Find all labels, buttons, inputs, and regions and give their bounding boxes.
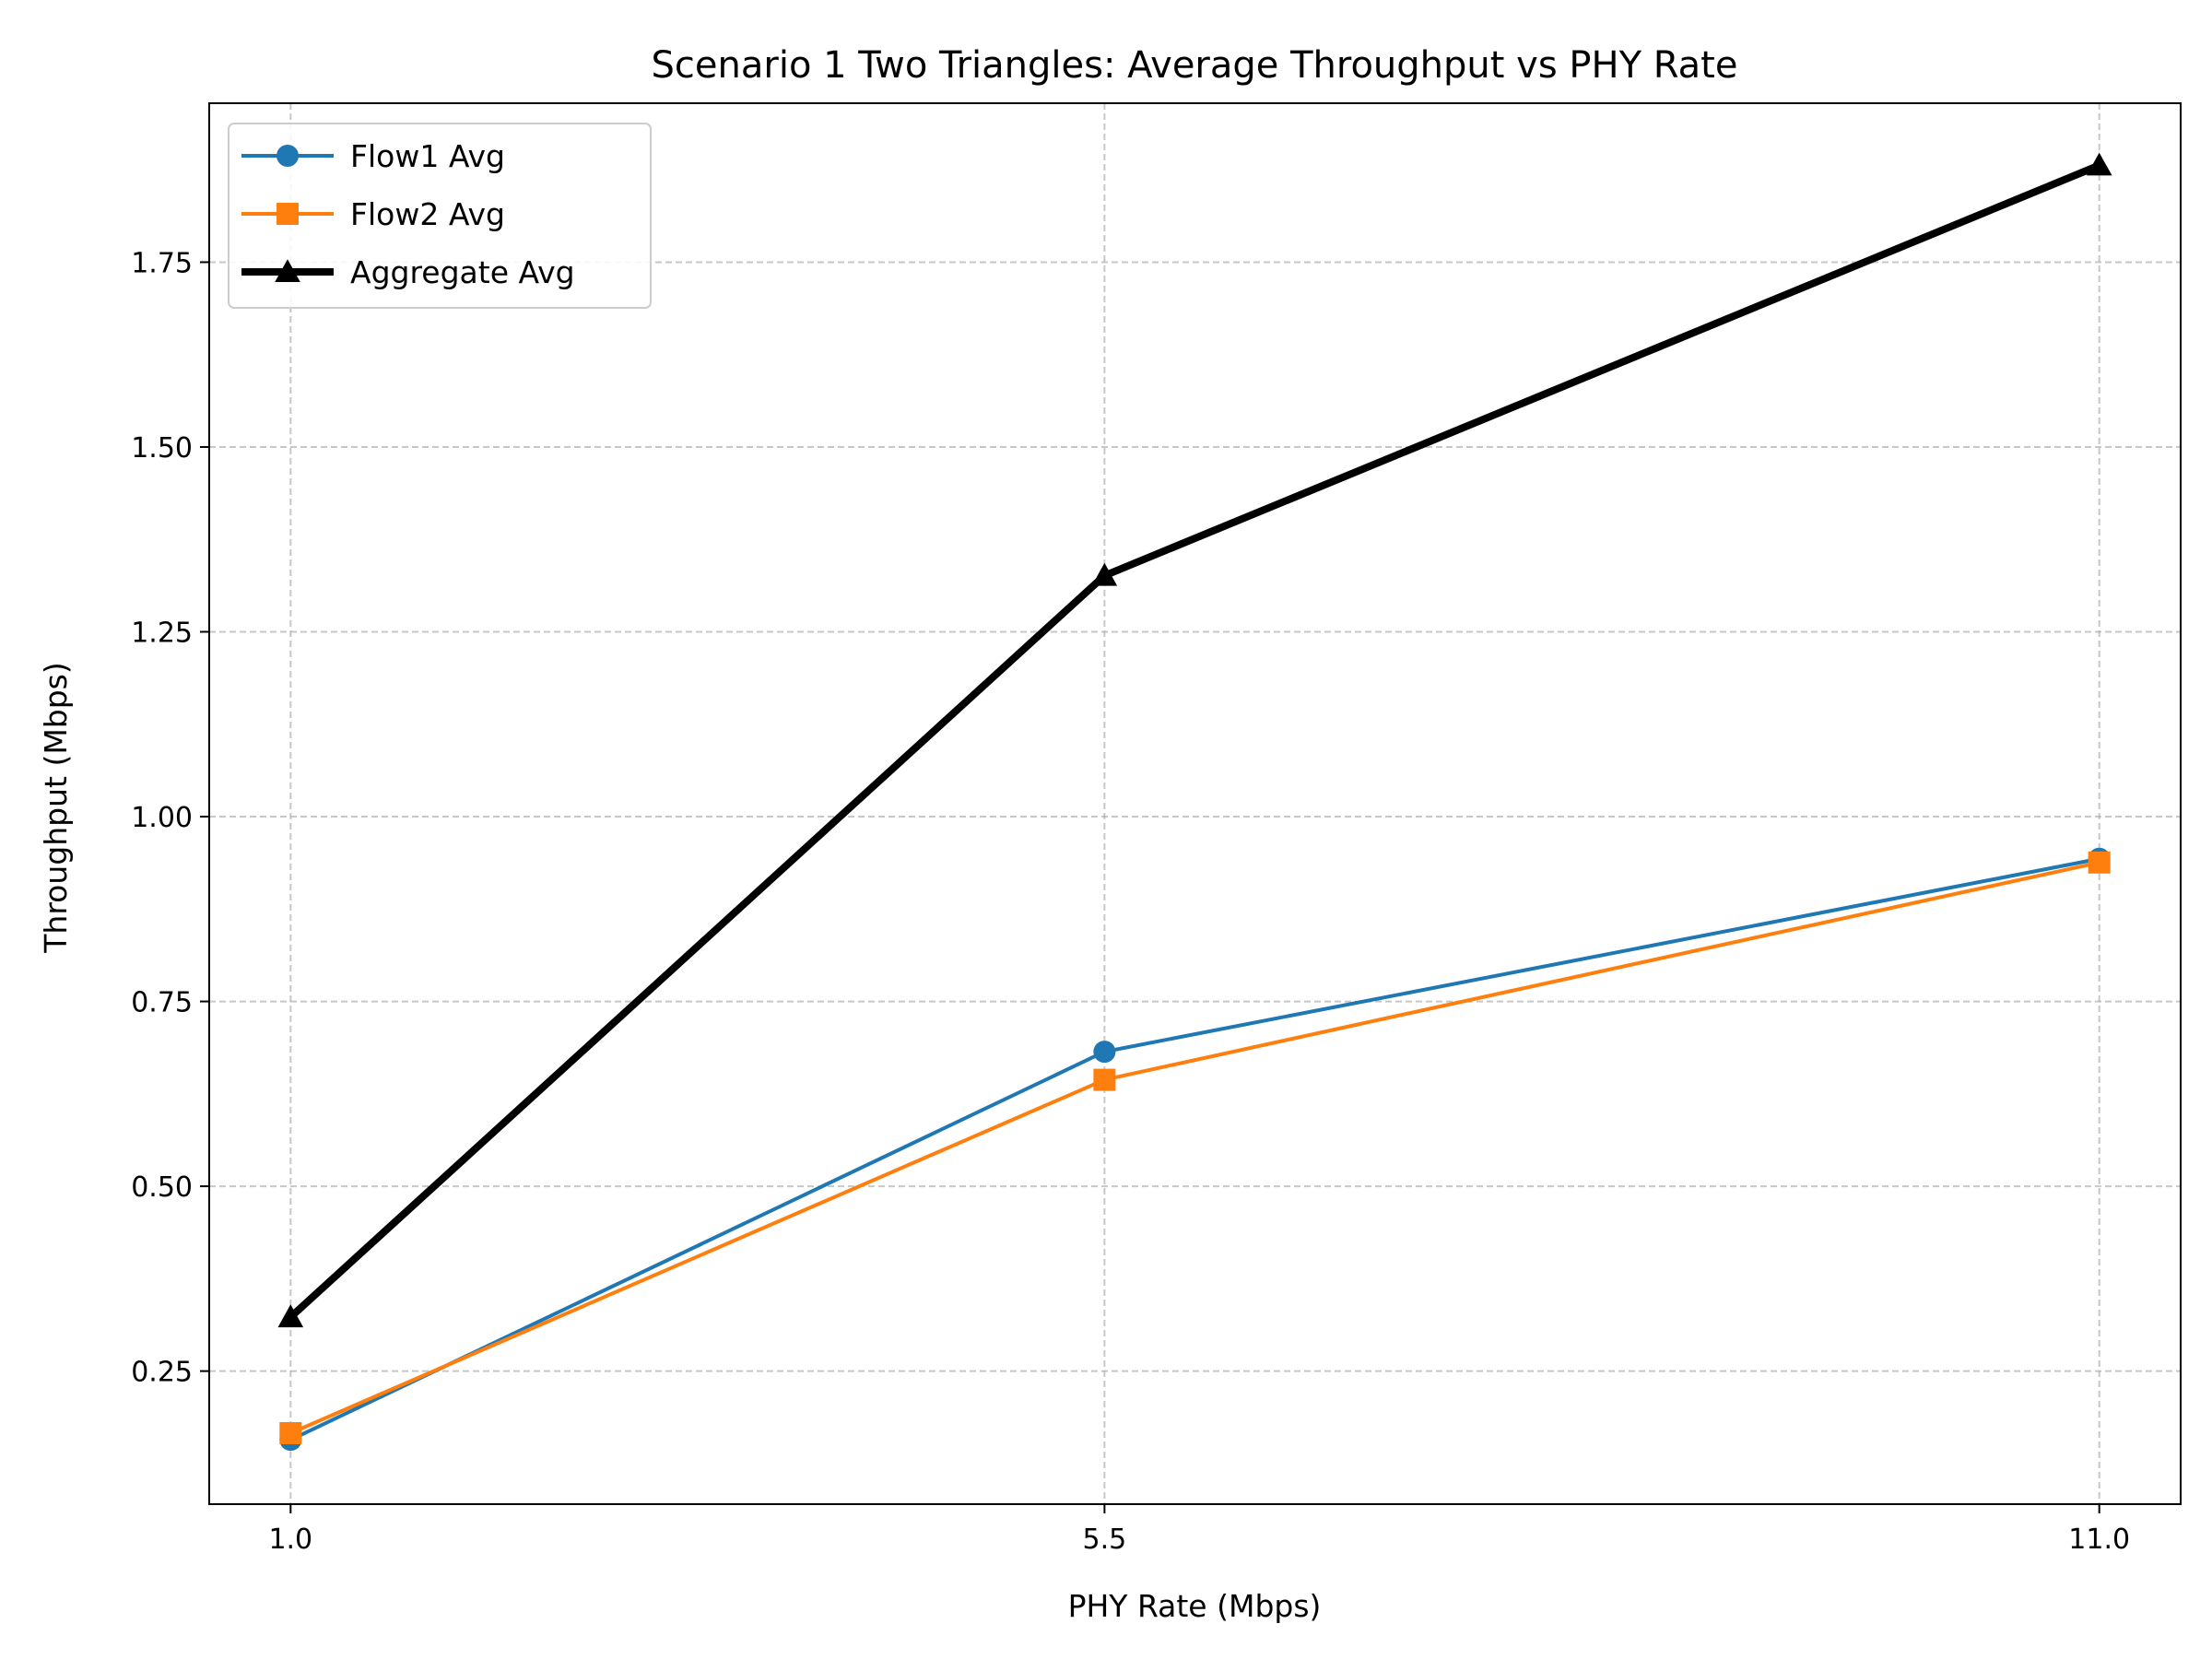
legend-marker <box>276 203 299 225</box>
ticks: 1.0 5.5 11.0 0.25 0.50 0.75 1.00 1.25 1.50 1.75 <box>131 247 2130 1556</box>
y-tick-label: 1.50 <box>131 432 193 465</box>
data-point <box>1091 562 1118 586</box>
x-tick-label: 11.0 <box>2068 1524 2130 1556</box>
legend-box <box>228 123 652 309</box>
series-aggregate-avg <box>277 152 2112 1328</box>
y-tick-label: 0.25 <box>131 1357 193 1389</box>
data-point <box>2088 851 2111 874</box>
legend-marker <box>275 259 300 283</box>
y-tick-label: 0.75 <box>131 987 193 1019</box>
grid <box>209 103 2181 1504</box>
data-point <box>279 1421 302 1444</box>
x-tick-label: 5.5 <box>1083 1524 1127 1556</box>
legend-label: Flow2 Avg <box>350 196 505 232</box>
plot-frame <box>208 102 2182 1505</box>
y-axis-label: Throughput (Mbps) <box>38 662 74 953</box>
legend-label: Aggregate Avg <box>350 254 575 290</box>
data-point <box>1093 1041 1116 1064</box>
y-tick-label: 1.00 <box>131 802 193 834</box>
data-point <box>2086 152 2112 176</box>
legend-label: Flow1 Avg <box>350 138 505 174</box>
series-layer <box>277 152 2112 1452</box>
legend: Flow1 Avg Flow2 Avg Aggregate Avg <box>228 123 652 309</box>
data-point <box>277 1304 304 1328</box>
x-tick-label: 1.0 <box>268 1524 312 1556</box>
legend-marker <box>276 145 299 167</box>
chart-title: Scenario 1 Two Triangles: Average Throug… <box>652 44 1738 87</box>
y-tick-label: 1.75 <box>131 247 193 279</box>
data-point <box>1093 1068 1116 1091</box>
y-tick-label: 1.25 <box>131 618 193 650</box>
y-tick-label: 0.50 <box>131 1171 193 1204</box>
x-axis-label: PHY Rate (Mbps) <box>1068 1588 1322 1624</box>
series-flow2-avg <box>279 851 2111 1444</box>
